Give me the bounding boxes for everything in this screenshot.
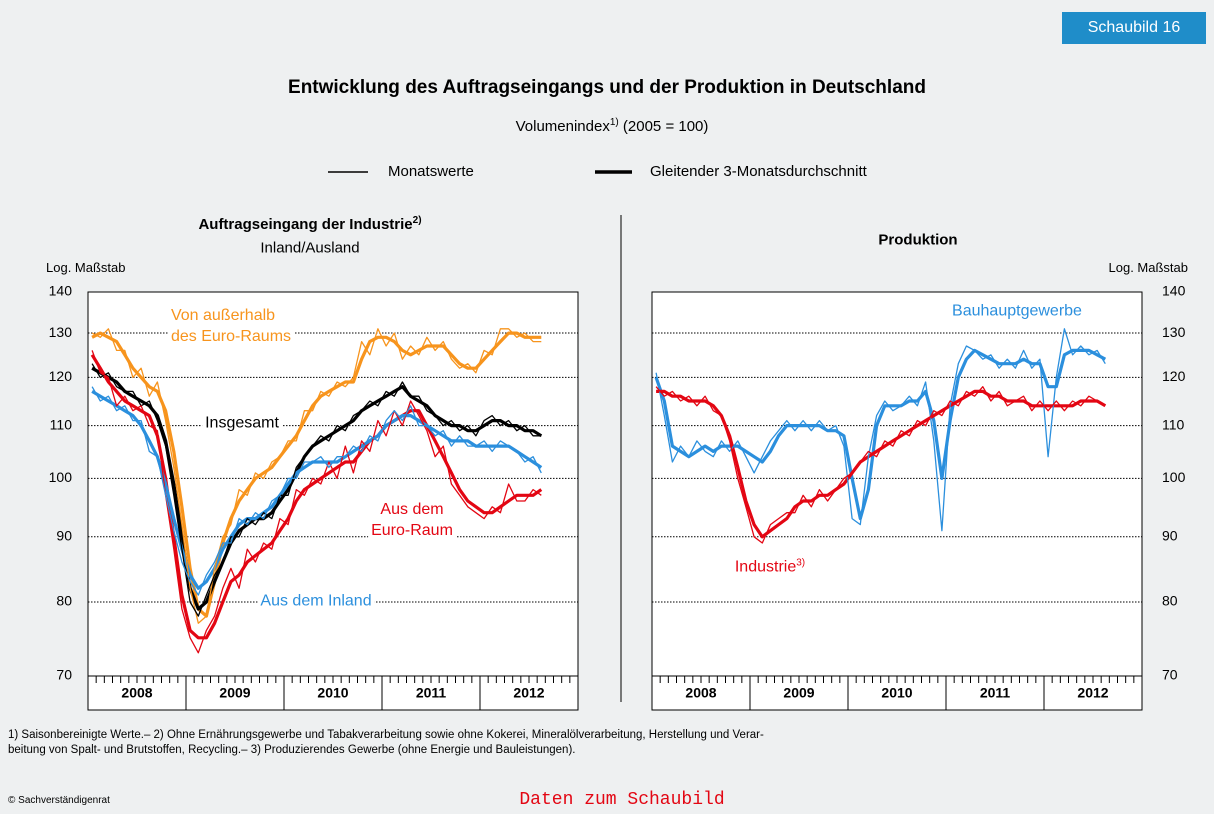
y-tick-label: 90 [56, 527, 72, 543]
y-tick-label: 80 [56, 593, 72, 609]
monthly-line [91, 386, 542, 596]
series-label: Insgesamt [202, 412, 282, 434]
y-tick-label: 70 [56, 667, 72, 683]
y-tick-label: 130 [1162, 324, 1186, 340]
series-label: Bauhauptgewerbe [949, 300, 1085, 322]
monthly-line [655, 386, 1106, 544]
x-tick-label: 2009 [219, 685, 250, 701]
series-name: Aus dem Inland [260, 592, 372, 610]
badge: Schaubild 16 [1062, 12, 1206, 44]
y-tick-label: 70 [1162, 667, 1178, 683]
y-tick-label: 110 [1162, 416, 1185, 432]
y-axis-label: Log. Maßstab [46, 260, 126, 275]
monthly-line [91, 328, 542, 624]
series-name: Von außerhalb des Euro-Raums [170, 307, 292, 345]
data-link[interactable]: Daten zum Schaubild [519, 790, 725, 810]
x-tick-label: 2009 [783, 685, 814, 701]
monthly-line [91, 350, 542, 654]
subtitle-text: Volumenindex [515, 118, 610, 135]
y-tick-label: 130 [49, 324, 73, 340]
footnotes: 1) Saisonbereinigte Werte.– 2) Ohne Ernä… [8, 728, 764, 758]
y-tick-label: 120 [1162, 368, 1186, 384]
panel-title-text: Produktion [878, 231, 958, 249]
plot-area [87, 291, 579, 711]
copyright: © Sachverständigenrat [8, 795, 110, 806]
monthly-line [91, 363, 542, 617]
y-tick-label: 100 [1162, 469, 1186, 485]
y-tick-label: 110 [50, 416, 73, 432]
average-line [91, 366, 543, 611]
x-tick-label: 2012 [1077, 685, 1108, 701]
x-tick-label: 2010 [317, 685, 348, 701]
y-tick-label: 140 [1162, 283, 1186, 299]
x-tick-label: 2011 [980, 685, 1011, 701]
x-tick-label: 2011 [416, 685, 447, 701]
series-note: 3) [796, 557, 806, 569]
series-label: Von außerhalb des Euro-Raums [167, 305, 295, 347]
x-tick-label: 2008 [121, 685, 152, 701]
plot-area [651, 291, 1143, 711]
title: Entwicklung des Auftragseingangs und der… [288, 77, 926, 98]
subtitle-note: 1) [609, 117, 619, 128]
panel-title-text: Auftragseingang der Industrie [198, 216, 413, 233]
panel-title: Auftragseingang der Industrie2) [198, 215, 421, 233]
legend-label: Gleitender 3-Monatsdurchschnitt [650, 163, 867, 180]
y-tick-label: 120 [49, 368, 73, 384]
y-tick-label: 100 [49, 469, 73, 485]
footnote: beitung von Spalt- und Brutstoffen, Recy… [8, 744, 576, 756]
subtitle: Volumenindex1) (2005 = 100) [516, 117, 709, 135]
series-name: Industrie [734, 558, 797, 576]
y-tick-label: 140 [49, 283, 73, 299]
series-label: Aus dem Inland [257, 590, 375, 612]
x-tick-label: 2012 [513, 685, 544, 701]
series-name: Insgesamt [205, 414, 279, 432]
x-tick-label: 2008 [685, 685, 716, 701]
average-line [91, 390, 543, 590]
y-tick-label: 90 [1162, 527, 1178, 543]
y-tick-label: 80 [1162, 593, 1178, 609]
series-name: Bauhauptgewerbe [952, 302, 1082, 320]
series-label: Industrie3) [731, 552, 809, 578]
footnote: 1) Saisonbereinigte Werte.– 2) Ohne Ernä… [8, 729, 764, 741]
panel-title: Produktion [878, 232, 957, 249]
panel-title-note: 2) [412, 215, 422, 226]
y-axis-label: Log. Maßstab [1108, 260, 1189, 275]
series-name: Aus dem Euro-Raum [371, 501, 453, 539]
panel-subtitle: Inland/Ausland [260, 239, 360, 257]
legend-label: Monatswerte [388, 163, 474, 180]
subtitle-rest: (2005 = 100) [622, 118, 709, 135]
series-label: Aus dem Euro-Raum [368, 499, 456, 541]
x-tick-label: 2010 [881, 685, 912, 701]
